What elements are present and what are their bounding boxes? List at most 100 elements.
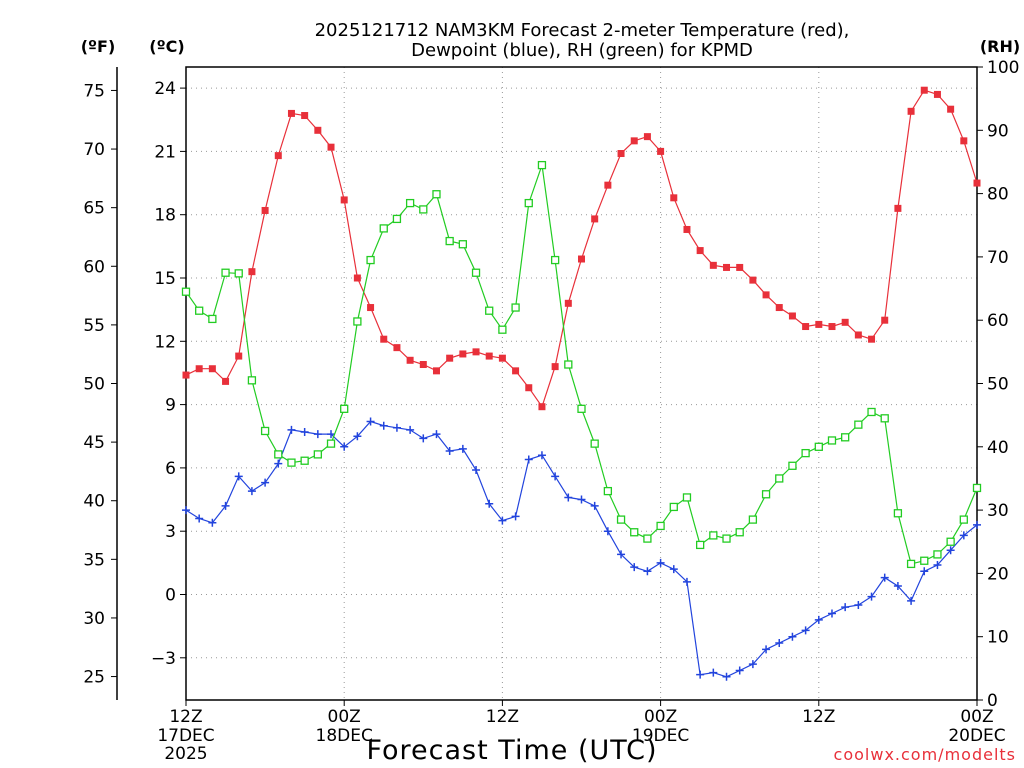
dewpoint-point: [300, 428, 309, 437]
dewpoint-point: [551, 472, 560, 481]
dewpoint-point: [907, 596, 916, 605]
dewpoint-point: [537, 451, 546, 460]
dewpoint-point: [274, 459, 283, 468]
fahrenheit-tick-label: 55: [83, 316, 105, 336]
temperature-point: [723, 263, 731, 271]
x-tick-date-label: 20DEC: [948, 726, 1005, 746]
fahrenheit-tick-label: 25: [83, 668, 105, 688]
rh-point: [550, 255, 560, 265]
rh-point: [867, 407, 876, 417]
rh-point: [920, 556, 929, 565]
rh-point: [893, 509, 903, 518]
rh-point: [761, 490, 771, 499]
fahrenheit-tick-label: 75: [83, 81, 105, 101]
dewpoint-point: [247, 487, 256, 496]
temperature-point: [551, 363, 559, 371]
temperature-point: [564, 299, 572, 307]
dewpoint-point: [933, 560, 942, 569]
x-tick-year-label: 2025: [164, 744, 207, 764]
celsius-tick-label: −3: [151, 649, 176, 669]
rh-tick-label: 20: [987, 564, 1009, 584]
x-axis-label: Forecast Time (UTC): [366, 735, 657, 766]
rh-point: [392, 214, 402, 224]
rh-point: [814, 442, 823, 451]
dewpoint-point: [406, 425, 415, 434]
temperature-point: [973, 179, 981, 187]
temperature-point: [498, 354, 506, 362]
dewpoint-point: [261, 478, 270, 487]
fahrenheit-tick-label: 35: [83, 550, 105, 570]
temperature-point: [367, 304, 375, 312]
rh-point: [458, 240, 468, 249]
dewpoint-point: [696, 670, 705, 679]
rh-point: [208, 314, 217, 324]
dewpoint-point: [959, 531, 968, 540]
temperature-point: [643, 133, 651, 141]
dewpoint-point: [313, 430, 322, 439]
temperature-point: [960, 137, 968, 145]
temperature-point: [195, 365, 203, 373]
celsius-tick-label: 3: [165, 522, 176, 542]
dewpoint-point: [577, 495, 586, 504]
rh-tick-label: 30: [987, 501, 1009, 521]
dewpoint-point: [445, 447, 454, 456]
dewpoint-point: [656, 558, 665, 567]
fahrenheit-tick-label: 50: [83, 375, 105, 395]
dewpoint-point: [366, 417, 375, 426]
temperature-point: [248, 268, 256, 276]
temperature-point: [472, 348, 480, 356]
dewpoint-point: [485, 499, 494, 508]
dewpoint-point: [327, 430, 336, 439]
temperature-point: [340, 196, 348, 204]
temperature-point: [828, 323, 836, 331]
temperature-point: [485, 352, 493, 360]
rh-unit-label: (RH): [980, 37, 1020, 56]
temperature-point: [380, 335, 388, 343]
temperature-point: [788, 312, 796, 320]
dewpoint-point: [182, 506, 190, 515]
temperature-point: [419, 361, 427, 369]
rh-point: [946, 537, 955, 546]
celsius-tick-label: 0: [165, 586, 176, 606]
dewpoint-point: [392, 423, 401, 432]
rh-point: [274, 450, 283, 459]
dewpoint-point: [893, 582, 902, 591]
temperature-point: [868, 335, 876, 343]
dewpoint-point: [511, 512, 520, 521]
dewpoint-point: [722, 672, 731, 681]
x-tick-date-label: 19DEC: [632, 726, 689, 746]
x-tick-label: 12Z: [169, 707, 202, 727]
x-tick-date-label: 18DEC: [316, 726, 373, 746]
rh-point: [313, 450, 322, 459]
series-dewpoint: [182, 417, 981, 681]
temperature-point: [854, 331, 862, 339]
temperature-point: [630, 137, 638, 145]
fahrenheit-tick-label: 65: [83, 199, 105, 219]
temperature-point: [235, 352, 243, 360]
rh-point: [656, 521, 665, 531]
fahrenheit-tick-label: 60: [83, 257, 105, 277]
fahrenheit-tick-label: 70: [83, 140, 105, 160]
celsius-tick-label: 6: [165, 459, 176, 479]
rh-tick-label: 50: [987, 375, 1009, 395]
temperature-point: [696, 247, 704, 255]
temperature-point: [933, 90, 941, 98]
rh-point: [405, 198, 415, 208]
rh-point: [788, 461, 797, 470]
temperature-point: [683, 225, 691, 233]
temperature-point: [749, 276, 757, 284]
rh-point: [669, 502, 678, 512]
chart-title-line1: 2025121712 NAM3KM Forecast 2-meter Tempe…: [315, 20, 850, 41]
temperature-point: [920, 86, 928, 94]
rh-point: [709, 531, 718, 540]
x-tick-date-label: 17DEC: [157, 726, 214, 746]
dewpoint-point: [973, 520, 981, 529]
dewpoint-point: [788, 632, 797, 641]
rh-tick-label: 10: [987, 628, 1009, 648]
rh-tick-label: 40: [987, 438, 1009, 458]
dewpoint-point: [221, 501, 230, 510]
dewpoint-point: [564, 493, 573, 502]
dewpoint-point: [458, 444, 467, 453]
rh-point: [485, 306, 494, 315]
dewpoint-point: [709, 668, 718, 677]
